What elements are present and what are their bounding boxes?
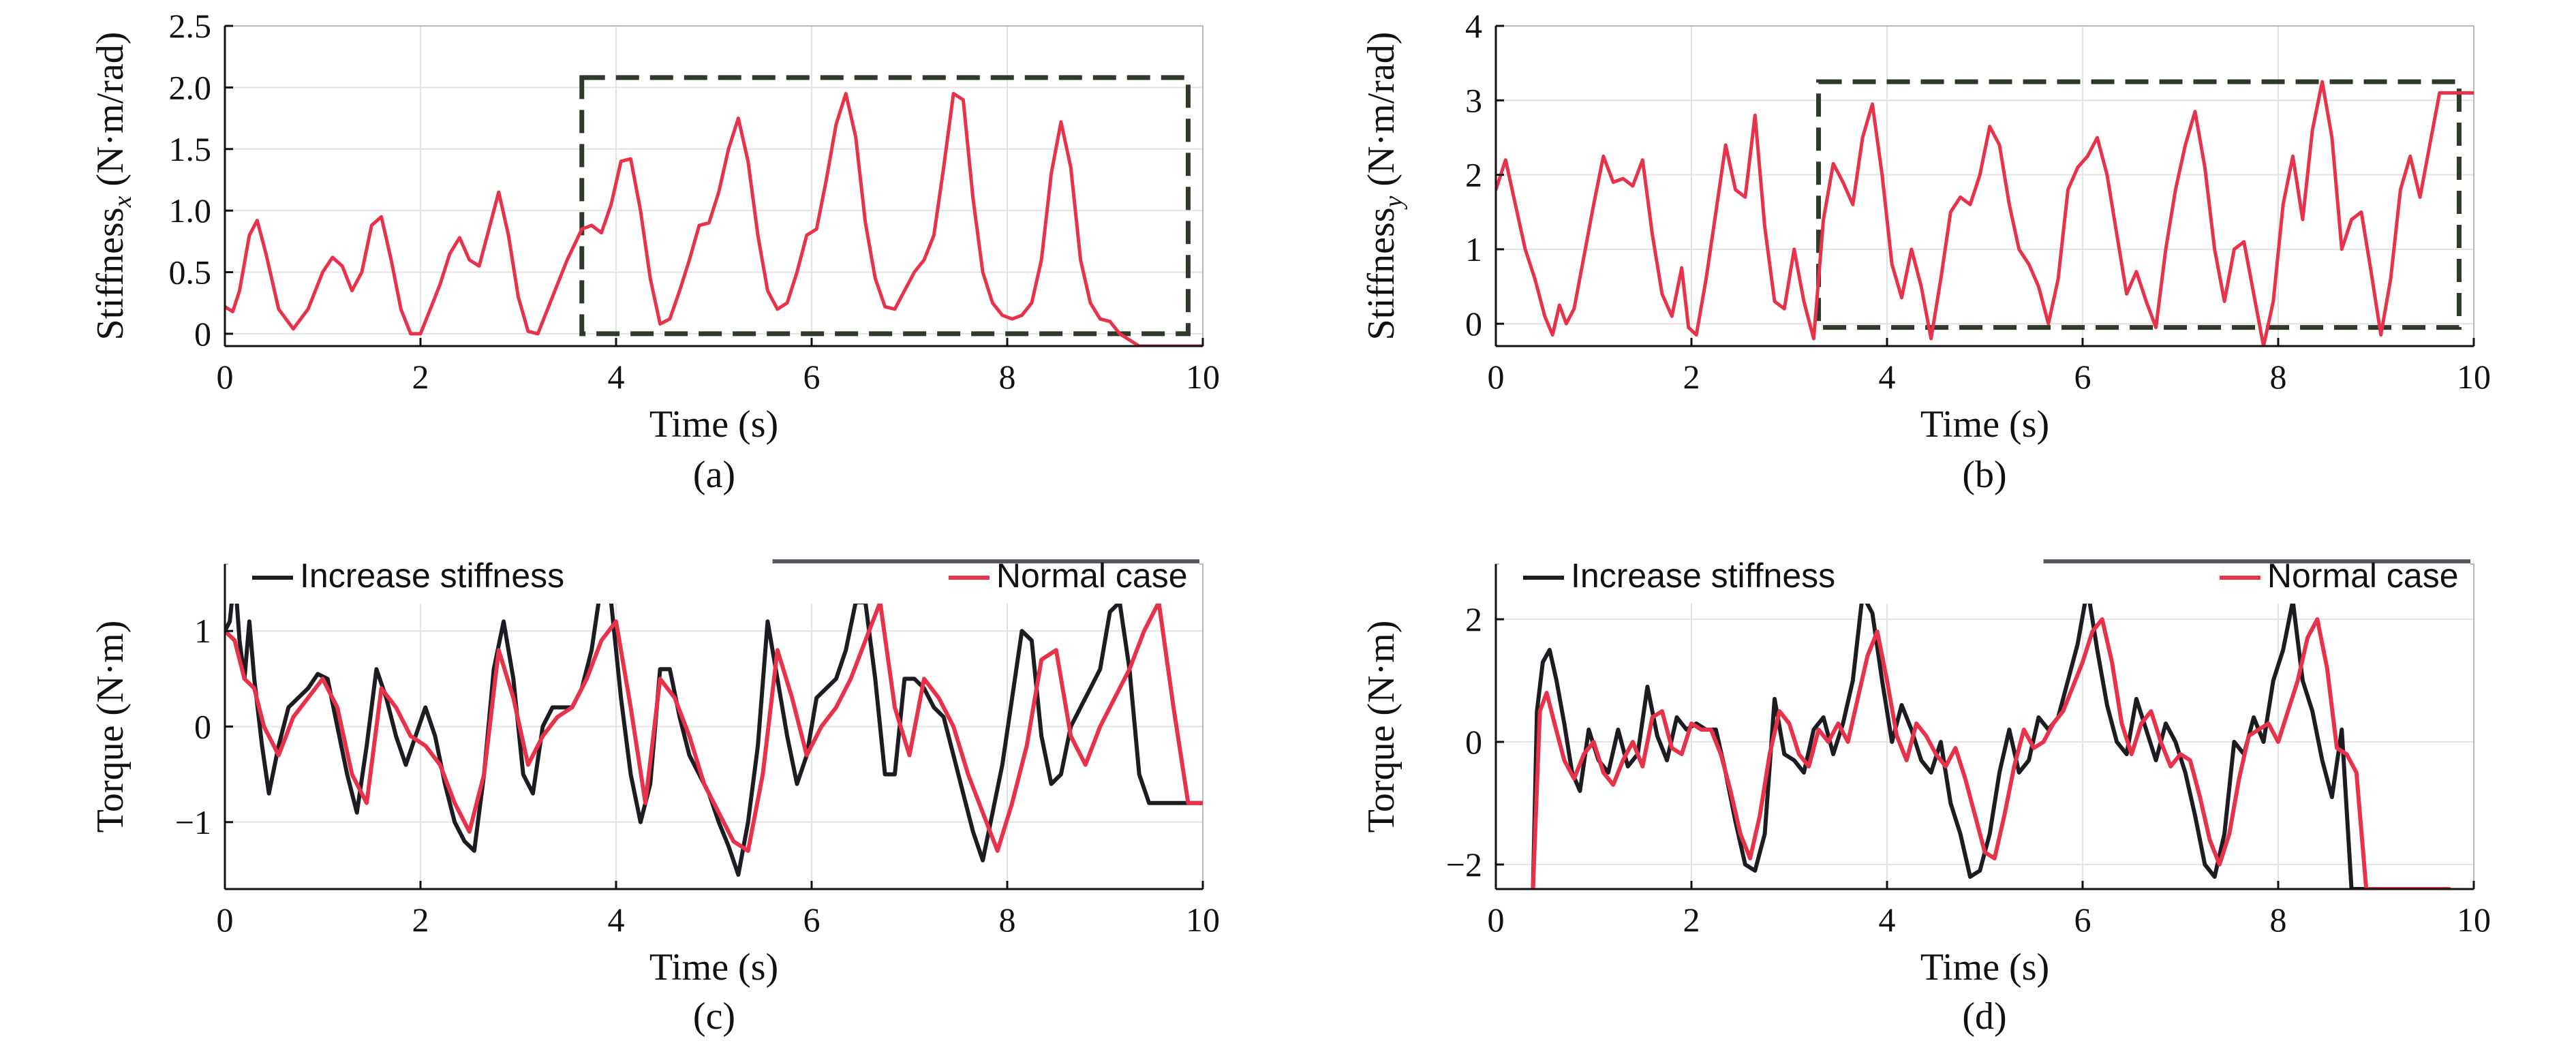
- y-axis-label: Stiffnessy (N·m/rad): [1360, 32, 1408, 341]
- y-tick-label: 1: [1465, 230, 1482, 268]
- y-axis-label-main: Stiffness: [1360, 207, 1402, 340]
- plot-c-torque: 0 2 4 6 8 10 −1 0 1 Time (s) Torque (N·m) (c) Increa…: [89, 557, 1220, 1038]
- x-tick-label: 10: [1186, 358, 1220, 396]
- x-tick-label: 6: [2074, 901, 2091, 939]
- legend-label: Normal case: [996, 557, 1188, 595]
- x-tick-label: 4: [1879, 358, 1896, 396]
- series-line: [1496, 80, 2474, 346]
- x-tick-label: 0: [1488, 358, 1505, 396]
- legend-label: Increase stiffness: [1571, 557, 1835, 595]
- normal-case-line: [225, 600, 1203, 853]
- x-tick-label: 8: [2270, 358, 2287, 396]
- y-tick-label: 4: [1465, 7, 1482, 45]
- x-tick-label: 8: [999, 358, 1016, 396]
- y-tick-label: 2.5: [169, 7, 212, 45]
- y-axis-label: Torque (N·m): [89, 621, 132, 833]
- y-axis-label-main: Torque (N·m): [1360, 621, 1402, 833]
- x-tick-label: 4: [608, 901, 625, 939]
- x-axis-label: Time (s): [649, 403, 778, 446]
- normal-case-line: [1531, 617, 2452, 889]
- plot-a-stiffness-x: 0 2 4 6 8 10 0 0.5 1.0 1.5 2.0 2.5 Time (s) Stiffness…: [89, 7, 1220, 496]
- y-tick-label: 0: [194, 708, 211, 746]
- y-tick-label: 0: [194, 315, 211, 353]
- y-axis-label-subscript: y: [1379, 196, 1408, 210]
- y-tick-label: −1: [175, 803, 211, 841]
- x-tick-label: 4: [608, 358, 625, 396]
- y-tick-label: 2: [1465, 156, 1482, 194]
- grid: [224, 25, 1203, 346]
- increase-stiffness-line: [225, 572, 1203, 877]
- x-axis-label: Time (s): [1920, 403, 2049, 446]
- y-tick-label: −2: [1446, 845, 1482, 884]
- panel-caption: (a): [693, 454, 735, 496]
- y-axis-label-main: Torque (N·m): [89, 621, 132, 833]
- highlight-box: [1816, 79, 2462, 330]
- x-tick-label: 6: [803, 358, 821, 396]
- x-tick-label: 8: [999, 901, 1016, 939]
- grid: [224, 564, 1203, 889]
- y-tick-label: 0: [1465, 723, 1482, 761]
- plot-b-stiffness-y: 0 2 4 6 8 10 0 1 2 3 4 Time (s) Stiffnessy (N·m/rad)…: [1360, 7, 2491, 496]
- legend-box: [1499, 560, 2470, 604]
- x-tick-label: 2: [412, 358, 429, 396]
- x-tick-label: 8: [2270, 901, 2287, 939]
- y-axis-label-unit: (N·m/rad): [1360, 32, 1402, 196]
- legend: Increase stiffness Normal case: [228, 557, 1199, 604]
- x-axis-label: Time (s): [649, 946, 778, 988]
- x-tick-label: 4: [1879, 901, 1896, 939]
- x-tick-label: 10: [1186, 901, 1220, 939]
- y-tick-label: 2.0: [169, 68, 212, 106]
- y-axis-label-subscript: x: [108, 196, 137, 208]
- x-tick-label: 0: [217, 358, 234, 396]
- y-tick-label: 3: [1465, 81, 1482, 119]
- y-tick-label: 2: [1465, 600, 1482, 638]
- panel-caption: (b): [1962, 454, 2006, 496]
- legend-box: [228, 560, 1199, 604]
- x-tick-label: 10: [2457, 358, 2491, 396]
- grid: [1495, 25, 2474, 346]
- legend-label: Increase stiffness: [300, 557, 564, 595]
- y-tick-label: 0: [1465, 305, 1482, 343]
- y-axis-label: Stiffnessx (N·m/rad): [89, 32, 137, 341]
- legend: Increase stiffness Normal case: [1499, 557, 2470, 604]
- panel-caption: (d): [1962, 995, 2006, 1038]
- plot-frame: [1495, 25, 2474, 347]
- x-tick-label: 0: [1488, 901, 1505, 939]
- panel-caption: (c): [693, 995, 735, 1038]
- y-tick-label: 1: [194, 612, 211, 650]
- x-tick-label: 6: [803, 901, 821, 939]
- x-tick-label: 0: [217, 901, 234, 939]
- y-axis-label: Torque (N·m): [1360, 621, 1402, 833]
- x-tick-label: 6: [2074, 358, 2091, 396]
- y-tick-label: 0.5: [169, 253, 212, 292]
- y-axis-label-main: Stiffness: [89, 207, 132, 340]
- x-tick-label: 2: [1683, 358, 1700, 396]
- series-line: [225, 91, 1203, 346]
- x-axis-label: Time (s): [1920, 946, 2049, 988]
- x-tick-label: 2: [412, 901, 429, 939]
- x-tick-label: 10: [2457, 901, 2491, 939]
- x-tick-label: 2: [1683, 901, 1700, 939]
- y-tick-label: 1.0: [169, 191, 212, 230]
- y-tick-label: 1.5: [169, 130, 212, 168]
- y-axis-label-unit: (N·m/rad): [89, 32, 132, 196]
- legend-label: Normal case: [2267, 557, 2459, 595]
- highlight-box: [579, 75, 1191, 337]
- plot-frame: [224, 25, 1203, 347]
